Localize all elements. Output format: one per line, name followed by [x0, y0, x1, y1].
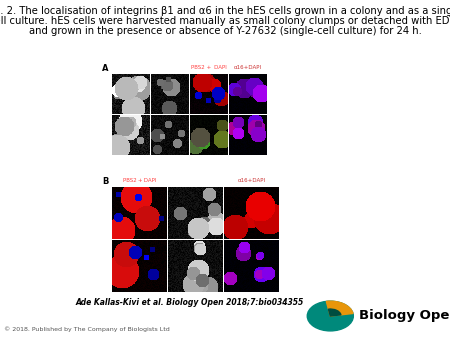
Text: PBS2 + DAPI: PBS2 + DAPI [123, 178, 156, 183]
Bar [229, 74, 267, 114]
Bar [151, 74, 189, 114]
Wedge shape [328, 309, 341, 316]
Bar [224, 240, 279, 292]
Text: Biology Open: Biology Open [359, 309, 450, 321]
Bar [112, 240, 167, 292]
Text: Fig. 2. The localisation of integrins β1 and α6 in the hES cells grown in a colo: Fig. 2. The localisation of integrins β1… [0, 6, 450, 16]
Text: Ade Kallas-Kivi et al. Biology Open 2018;7:bio034355: Ade Kallas-Kivi et al. Biology Open 2018… [76, 298, 304, 307]
Wedge shape [326, 301, 353, 316]
Text: and grown in the presence or absence of Y-27632 (single-cell culture) for 24 h.: and grown in the presence or absence of … [28, 26, 422, 36]
Text: Colony: Colony [105, 127, 110, 143]
Text: A: A [102, 64, 108, 73]
Text: PBS2 +  DAPI: PBS2 + DAPI [191, 65, 227, 70]
Text: Single cells: Single cells [105, 80, 110, 108]
Bar [224, 187, 279, 239]
Bar [190, 74, 228, 114]
Bar [190, 115, 228, 155]
Text: cell culture. hES cells were harvested manually as small colony clumps or detach: cell culture. hES cells were harvested m… [0, 16, 450, 26]
Text: Single cells (24h)
with PBS2: Single cells (24h) with PBS2 [101, 195, 110, 231]
Bar [112, 187, 167, 239]
Text: α6: α6 [192, 178, 199, 183]
Bar [112, 74, 150, 114]
Bar [112, 115, 150, 155]
Text: α16+DAPI: α16+DAPI [238, 178, 266, 183]
Text: PBS2: PBS2 [124, 65, 138, 70]
Bar [168, 187, 223, 239]
Bar [168, 240, 223, 292]
Text: Single cells (24h)
without inhibitor: Single cells (24h) without inhibitor [101, 248, 110, 284]
Text: B: B [102, 177, 108, 186]
Bar [229, 115, 267, 155]
Text: © 2018. Published by The Company of Biologists Ltd: © 2018. Published by The Company of Biol… [4, 327, 170, 332]
Text: α16+DAPI: α16+DAPI [234, 65, 262, 70]
Text: α6: α6 [166, 65, 174, 70]
Bar [151, 115, 189, 155]
Circle shape [307, 301, 353, 331]
